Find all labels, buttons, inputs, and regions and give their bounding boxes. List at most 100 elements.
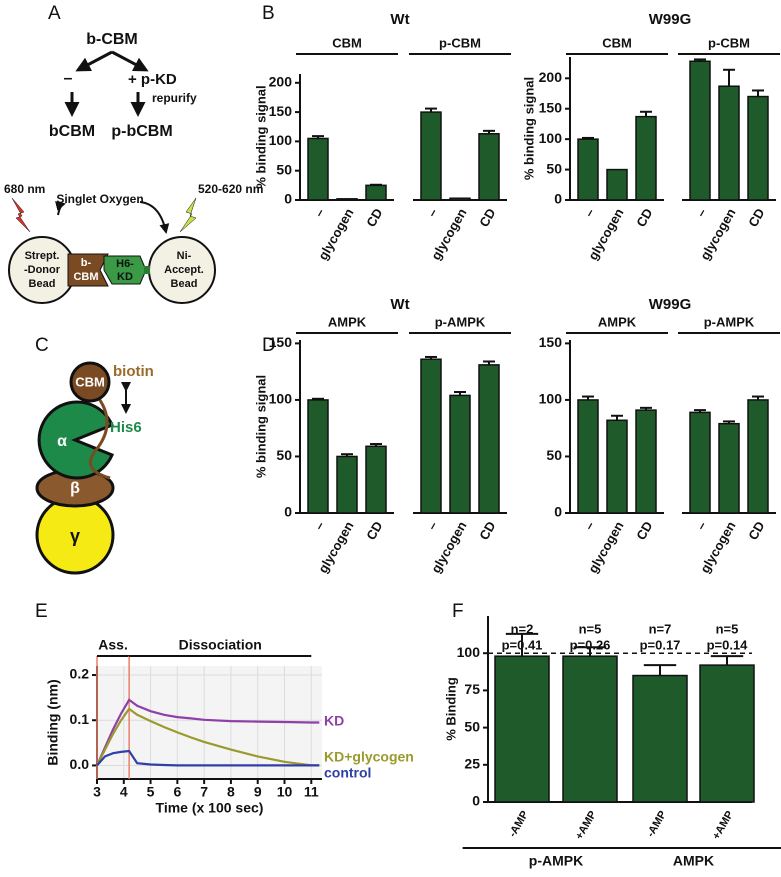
y-tick-label: 0 [284, 504, 292, 520]
group-label: AMPK [328, 314, 367, 329]
y-axis-label: % binding signal [253, 85, 268, 188]
panel-label: F [452, 601, 464, 622]
kd-box [103, 255, 147, 285]
bar [336, 455, 358, 514]
y-axis-label: % binding signal [253, 375, 268, 478]
bar [420, 358, 442, 514]
group-label: p-CBM [439, 35, 481, 50]
x-tick-label: CD [633, 519, 655, 543]
chart-title: Wt [390, 11, 409, 28]
arrow [139, 201, 170, 234]
x-tick-label: CD [363, 519, 385, 543]
x-tick-label: – [693, 206, 710, 220]
scheme-text: Bead [29, 278, 56, 290]
y-tick-label: 0.1 [70, 711, 90, 727]
phase-label: Ass. [98, 637, 128, 653]
x-tick-label: 7 [200, 784, 208, 800]
x-tick-label: – [424, 206, 441, 220]
bar [307, 137, 329, 201]
annotation: n=7 [649, 621, 672, 636]
bar [449, 197, 471, 201]
x-tick-label: – [693, 519, 710, 533]
line-series [95, 698, 320, 766]
x-tick-label: CD [633, 206, 655, 230]
panel-label: C [35, 335, 49, 356]
x-axis-label: Time (x 100 sec) [156, 800, 264, 816]
y-tick-label: 0.2 [70, 666, 90, 682]
chart-title: Wt [390, 296, 409, 313]
scheme-text: CBM [75, 374, 105, 389]
scheme-text: Bead [171, 278, 198, 290]
bar [307, 399, 329, 514]
scheme-text: bCBM [49, 123, 95, 140]
y-axis-label: % binding signal [521, 77, 536, 180]
arrow [75, 50, 113, 72]
scheme-c: CBM biotin His6 α β γ [35, 361, 154, 575]
x-tick-label: – [424, 519, 441, 533]
alpha-subunit [37, 400, 114, 480]
bar [420, 111, 442, 201]
y-tick-label: 50 [276, 447, 292, 463]
scheme-text: β [70, 480, 80, 497]
annotation: p=0.14 [707, 637, 749, 652]
bar [635, 115, 657, 201]
scheme-text: b- [81, 257, 92, 269]
cbm-domain [69, 361, 111, 403]
phase-label: Dissociation [179, 637, 262, 653]
panel-label: E [35, 601, 48, 622]
y-tick-label: 100 [269, 132, 293, 148]
scheme-text: b-CBM [86, 31, 138, 48]
y-tick-label: 100 [539, 391, 563, 407]
bar [478, 364, 500, 514]
scheme-text: Ni- [177, 250, 192, 262]
scheme-text: CBM [73, 271, 98, 283]
x-tick-label: 9 [254, 784, 262, 800]
group-label: CBM [332, 35, 362, 50]
x-tick-label: 6 [173, 784, 181, 800]
bar [577, 138, 599, 201]
scheme-text: α [57, 433, 67, 450]
x-tick-label: 8 [227, 784, 235, 800]
y-tick-label: 75 [464, 681, 480, 697]
arrow [111, 50, 149, 72]
y-tick-label: 150 [269, 103, 293, 119]
scheme-text: H6- [116, 258, 134, 270]
x-tick-label: – [311, 519, 328, 533]
cbm-box [67, 253, 109, 287]
laser-icon [11, 197, 31, 233]
scheme-a: b-CBM – + p-KD repurify bCBM p-bCBM 680 … [4, 31, 263, 304]
y-tick-label: 200 [539, 69, 563, 85]
annotation: n=5 [579, 621, 602, 636]
emission-icon [179, 197, 197, 233]
bar [449, 394, 471, 514]
bar [562, 655, 618, 803]
scheme-text: -Donor [24, 264, 61, 276]
group-label: p-CBM [708, 35, 750, 50]
x-tick-label: -AMP [507, 809, 531, 839]
y-tick-label: 150 [269, 334, 293, 350]
y-tick-label: 50 [546, 160, 562, 176]
x-tick-label: CD [363, 206, 385, 230]
y-tick-label: 150 [539, 334, 563, 350]
bar [632, 674, 688, 803]
bar [747, 95, 769, 201]
x-tick-label: 4 [120, 784, 128, 800]
scheme-text: biotin [113, 363, 154, 380]
annotation: p=0.26 [570, 637, 611, 652]
x-tick-label: CD [745, 519, 767, 543]
x-tick-label: CD [476, 519, 498, 543]
bar [478, 133, 500, 201]
bar [689, 60, 711, 201]
legend-label: KD+glycogen [324, 749, 414, 765]
y-tick-label: 0 [554, 504, 562, 520]
bar [577, 399, 599, 514]
group-label: AMPK [598, 314, 637, 329]
y-tick-label: 200 [269, 73, 293, 89]
x-tick-label: – [581, 206, 598, 220]
panel-label: B [262, 3, 275, 24]
annotation: n=2 [511, 621, 534, 636]
annotation: p=0.17 [640, 637, 681, 652]
bar [747, 399, 769, 514]
bar [718, 422, 740, 514]
y-tick-label: 0 [554, 191, 562, 207]
